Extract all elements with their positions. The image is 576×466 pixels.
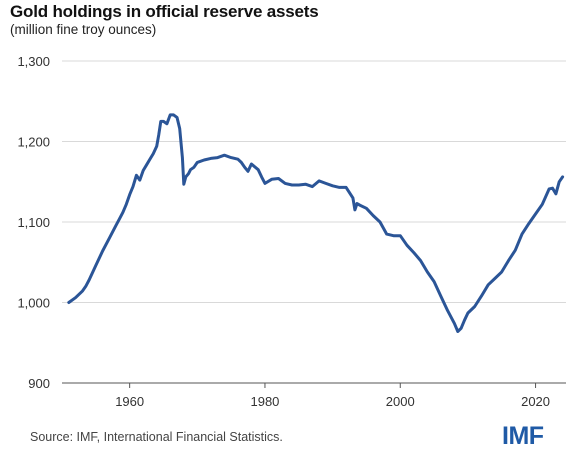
y-tick-label: 900: [28, 376, 50, 391]
gridlines: [62, 60, 566, 303]
imf-logo: IMF: [502, 422, 544, 450]
y-tick-label: 1,100: [17, 215, 50, 230]
y-tick-label: 1,300: [17, 54, 50, 69]
x-tick-label: 1960: [115, 394, 144, 409]
series-line: [67, 113, 565, 333]
x-tick-label: 1980: [250, 394, 279, 409]
x-tick-label: 2000: [386, 394, 415, 409]
x-tick-label: 2020: [521, 394, 550, 409]
y-axis-ticks: 900 1,000 1,100 1,200 1,300: [17, 54, 50, 391]
chart-subtitle: (million fine troy ounces): [10, 22, 157, 37]
chart-title: Gold holdings in official reserve assets: [10, 2, 319, 21]
x-axis-ticks: 1960 1980 2000 2020: [115, 383, 550, 409]
y-tick-label: 1,000: [17, 296, 50, 311]
source-note: Source: IMF, International Financial Sta…: [30, 430, 283, 444]
y-tick-label: 1,200: [17, 135, 50, 150]
